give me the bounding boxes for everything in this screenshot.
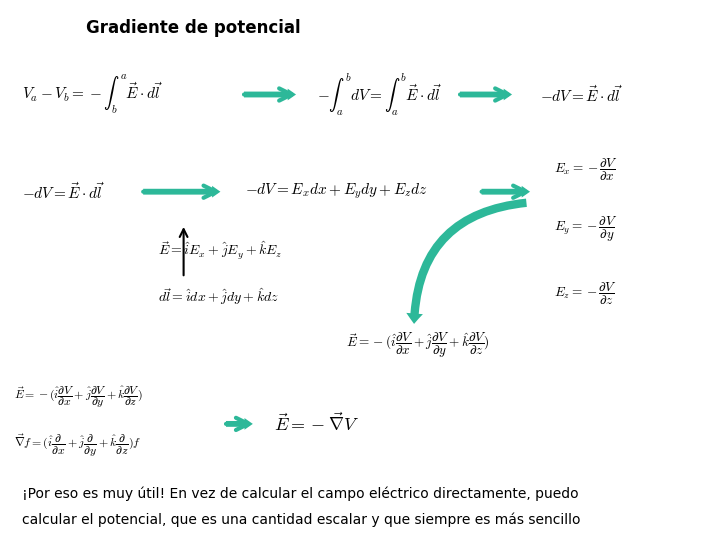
Text: calcular el potencial, que es una cantidad escalar y que siempre es más sencillo: calcular el potencial, que es una cantid… — [22, 512, 580, 526]
Text: Gradiente de potencial: Gradiente de potencial — [86, 19, 301, 37]
FancyArrowPatch shape — [406, 199, 527, 324]
Text: $V_a - V_b = -\int_b^a \vec{E} \cdot d\vec{l}$: $V_a - V_b = -\int_b^a \vec{E} \cdot d\v… — [22, 73, 162, 116]
Text: $\vec{E} = -\vec{\nabla}V$: $\vec{E} = -\vec{\nabla}V$ — [274, 413, 359, 435]
Text: $E_z = -\dfrac{\partial V}{\partial z}$: $E_z = -\dfrac{\partial V}{\partial z}$ — [554, 281, 618, 307]
Text: $-dV = \vec{E} \cdot d\vec{l}$: $-dV = \vec{E} \cdot d\vec{l}$ — [540, 84, 623, 105]
Text: ¡Por eso es muy útil! En vez de calcular el campo eléctrico directamente, puedo: ¡Por eso es muy útil! En vez de calcular… — [22, 487, 578, 501]
Text: $\vec{\nabla}f = (\hat{i}\dfrac{\partial}{\partial x} + \hat{j}\dfrac{\partial}{: $\vec{\nabla}f = (\hat{i}\dfrac{\partial… — [14, 432, 142, 459]
Text: $-dV = \vec{E} \cdot d\vec{l}$: $-dV = \vec{E} \cdot d\vec{l}$ — [22, 181, 104, 202]
Text: $E_x = -\dfrac{\partial V}{\partial x}$: $E_x = -\dfrac{\partial V}{\partial x}$ — [554, 157, 618, 183]
Text: $-\int_a^b dV = \int_a^b \vec{E} \cdot d\vec{l}$: $-\int_a^b dV = \int_a^b \vec{E} \cdot d… — [317, 71, 442, 118]
Text: $\vec{E} = -(\hat{i}\dfrac{\partial V}{\partial x} + \hat{j}\dfrac{\partial V}{\: $\vec{E} = -(\hat{i}\dfrac{\partial V}{\… — [14, 384, 143, 410]
Text: $E_y = -\dfrac{\partial V}{\partial y}$: $E_y = -\dfrac{\partial V}{\partial y}$ — [554, 215, 618, 244]
Text: $\vec{E} = \hat{i}E_x + \hat{j}E_y + \hat{k}E_z$: $\vec{E} = \hat{i}E_x + \hat{j}E_y + \ha… — [158, 240, 283, 262]
Text: $-dV = E_x dx + E_y dy + E_z dz$: $-dV = E_x dx + E_y dy + E_z dz$ — [245, 182, 428, 201]
Text: $\vec{E} = -(\hat{i}\dfrac{\partial V}{\partial x} + \hat{j}\dfrac{\partial V}{\: $\vec{E} = -(\hat{i}\dfrac{\partial V}{\… — [346, 331, 490, 360]
Text: $d\vec{l} = \hat{i}dx + \hat{j}dy + \hat{k}dz$: $d\vec{l} = \hat{i}dx + \hat{j}dy + \hat… — [158, 287, 279, 307]
